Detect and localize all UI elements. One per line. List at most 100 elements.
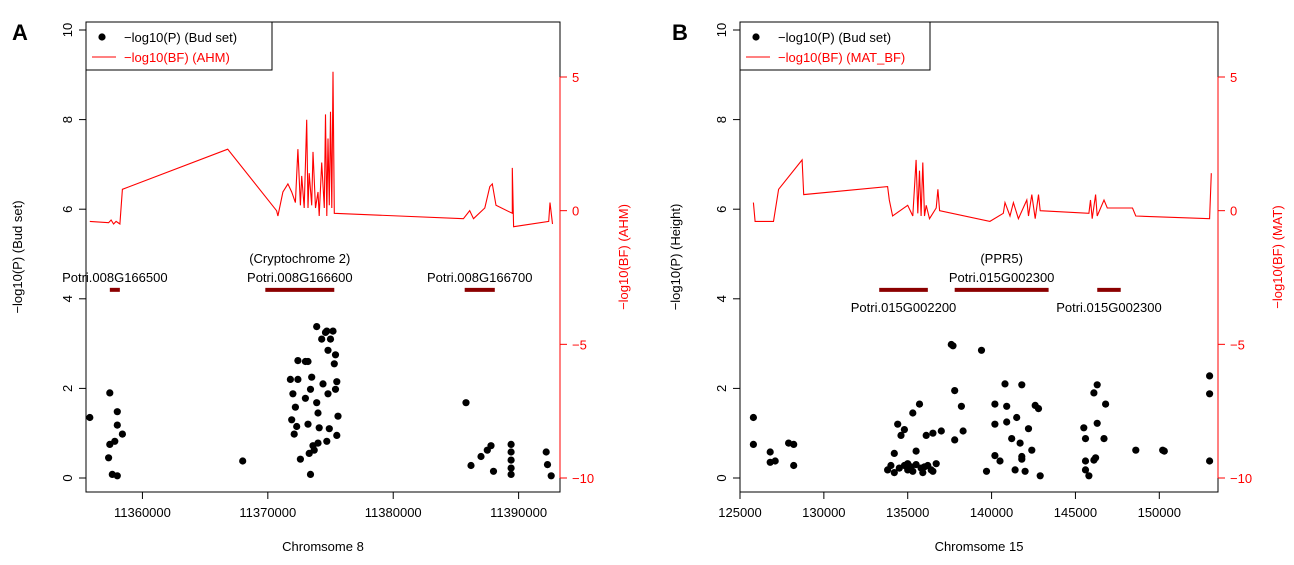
data-point — [982, 467, 991, 475]
data-point — [334, 412, 342, 420]
data-point — [1028, 446, 1036, 454]
data-point — [239, 457, 247, 465]
data-point — [749, 440, 758, 448]
data-point — [957, 402, 966, 410]
y-axis: 0 2 4 6 8 10 — [714, 23, 741, 482]
data-point — [86, 413, 94, 422]
data-point — [324, 346, 332, 354]
x-tick-label: 11360000 — [114, 505, 171, 520]
data-point — [487, 442, 495, 450]
data-point — [922, 431, 930, 439]
data-point — [293, 422, 301, 431]
data-point — [1090, 389, 1098, 397]
data-point — [1036, 472, 1044, 480]
data-point — [1206, 457, 1214, 465]
x-tick-label: 11390000 — [490, 505, 547, 520]
plot-frame — [739, 21, 1219, 493]
y2-tick-label: −5 — [572, 337, 587, 352]
data-point — [477, 452, 485, 461]
legend-box — [739, 21, 931, 71]
data-point — [507, 440, 515, 448]
data-point — [909, 467, 917, 475]
legend-label-line: −log10(BF) (MAT_BF) — [778, 50, 905, 65]
data-point — [290, 430, 298, 438]
data-point — [1160, 447, 1168, 455]
y2-axis: −10 −5 0 5 — [559, 70, 594, 486]
data-point — [900, 426, 909, 434]
gene-name: Potri.015G002200 — [851, 300, 957, 315]
data-point — [324, 390, 332, 398]
y-tick-label: 2 — [714, 385, 729, 392]
y2-axis-title: −log10(BF) (MAT) — [1270, 205, 1285, 308]
data-point — [507, 456, 515, 464]
gene-annotation: Potri.008G166700 — [427, 270, 533, 292]
data-point — [1008, 435, 1016, 443]
data-point — [909, 409, 917, 417]
data-point — [996, 457, 1004, 465]
y2-tick-label: 5 — [1230, 70, 1237, 85]
data-point — [897, 431, 905, 439]
data-point — [304, 357, 312, 366]
data-point — [790, 440, 798, 448]
data-point — [323, 437, 331, 445]
data-point — [1132, 446, 1140, 454]
data-point — [333, 431, 341, 439]
data-point — [291, 403, 299, 411]
gene-annotation: Potri.015G002300 — [1056, 287, 1162, 315]
panel-letter: B — [672, 20, 688, 45]
y2-axis-title: −log10(BF) (AHM) — [616, 204, 631, 310]
data-point — [932, 460, 940, 468]
y2-tick-label: 0 — [1230, 204, 1237, 219]
data-point — [294, 375, 302, 383]
legend-label-points: −log10(P) (Bud set) — [778, 30, 891, 45]
x-tick-label: 125000 — [718, 505, 761, 520]
data-point — [1092, 454, 1100, 462]
data-point — [547, 472, 555, 480]
data-point — [507, 470, 515, 478]
data-point — [977, 346, 986, 354]
data-point — [331, 385, 340, 393]
x-axis-title: Chromsome 15 — [935, 539, 1024, 554]
data-point — [1018, 455, 1026, 463]
y-tick-label: 10 — [714, 23, 729, 37]
data-point — [1093, 381, 1101, 389]
data-point — [319, 380, 327, 388]
data-point — [1081, 457, 1090, 465]
gene-annotation: Potri.008G166600 (Cryptochrome 2) — [247, 251, 353, 292]
legend-label-points: −log10(P) (Bud set) — [124, 30, 237, 45]
data-point — [1081, 435, 1090, 443]
x-tick-label: 11370000 — [239, 505, 296, 520]
data-point — [1100, 435, 1108, 443]
legend-marker-points — [98, 33, 106, 41]
data-point — [315, 424, 323, 432]
data-point — [288, 416, 296, 424]
data-point — [329, 327, 337, 335]
data-point — [991, 420, 999, 428]
data-point — [1003, 418, 1011, 426]
gene-name: Potri.008G166500 — [62, 270, 168, 285]
data-point — [951, 387, 959, 395]
data-point — [949, 342, 957, 350]
gene-name: Potri.015G002300 — [1056, 300, 1162, 315]
data-point — [296, 455, 304, 463]
data-point — [106, 389, 114, 397]
x-axis: 125000 130000 135000 140000 145000 150000 — [718, 491, 1181, 520]
y-axis: 0 2 4 6 8 10 — [60, 23, 87, 482]
data-point — [912, 461, 920, 469]
data-point — [306, 470, 315, 478]
data-point — [301, 394, 309, 402]
y-tick-label: 4 — [714, 295, 729, 302]
y2-tick-label: −5 — [1230, 337, 1245, 352]
x-tick-label: 130000 — [802, 505, 845, 520]
data-point — [894, 420, 902, 428]
data-point — [318, 335, 326, 343]
data-point — [113, 472, 121, 480]
x-tick-label: 145000 — [1054, 505, 1097, 520]
panel-letter: A — [12, 20, 28, 45]
data-point — [887, 461, 895, 470]
data-point — [1013, 413, 1021, 422]
y-tick-label: 8 — [714, 116, 729, 123]
gene-name: Potri.008G166600 — [247, 270, 353, 285]
data-point — [890, 449, 898, 457]
